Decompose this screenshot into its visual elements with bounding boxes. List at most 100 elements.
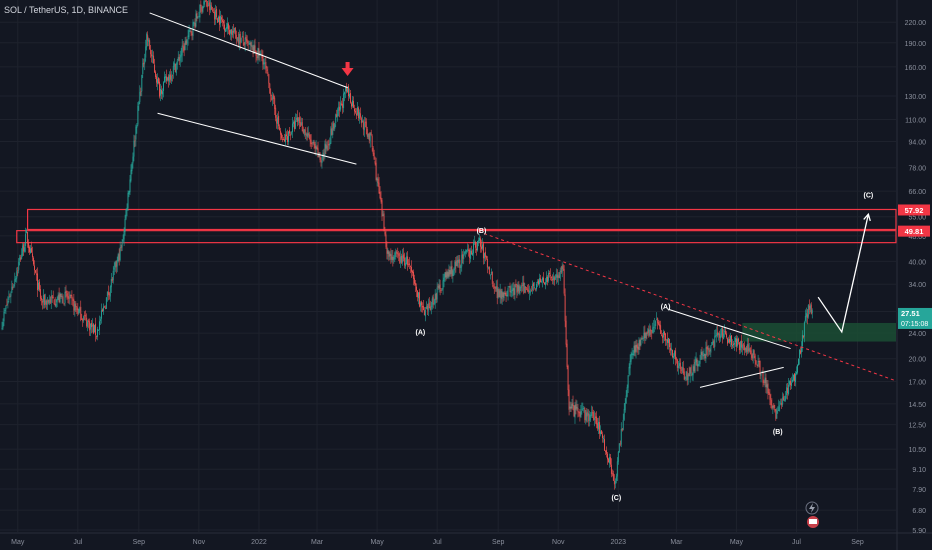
candle [232,24,234,39]
candle [5,305,7,315]
candle-body [620,428,622,445]
candle-body [405,263,407,267]
candle-body [15,277,17,280]
candle-body [751,354,753,358]
candle-body [283,139,285,141]
candle [274,95,276,116]
candle-body [256,56,258,58]
candle [521,282,523,293]
candle [603,435,604,443]
candle [300,117,302,126]
candle [61,292,63,304]
candle [346,82,348,94]
candle [106,291,108,302]
candle-body [383,213,385,232]
candle-body [504,292,506,295]
candle-body [94,325,95,333]
candle-body [708,350,710,352]
candle-body [135,126,137,140]
candle [212,7,214,13]
candle [163,81,164,98]
candle [297,116,299,126]
candle [213,8,215,14]
candle [342,97,344,114]
candle-body [733,343,734,345]
candle-body [250,42,252,46]
candle-body [50,296,52,303]
candle [672,353,674,365]
candle [749,347,751,355]
candle [132,152,134,169]
candle-body [798,349,800,358]
candle-body [789,381,791,385]
candle-body [309,134,311,141]
candle [99,315,100,335]
candle-body [632,354,634,355]
candle-body [334,124,336,130]
candle [47,299,49,305]
candle [155,70,157,79]
candle [310,134,312,150]
candle-body [227,23,228,29]
candle [293,116,295,132]
candle-body [75,303,77,308]
y-tick-label: 66.00 [908,189,926,196]
candle [65,285,67,298]
candle-body [725,330,727,334]
candle-body [472,252,474,255]
candle-body [253,44,255,54]
candle-body [513,288,515,295]
candle [459,255,461,274]
candle [291,116,293,139]
candle [803,320,805,343]
x-tick-label: Mar [670,539,683,546]
candle [355,108,357,120]
candle-body [602,434,603,439]
candle-body [753,350,755,355]
candle [109,285,111,302]
candle-body [800,347,802,353]
candle [715,329,717,338]
x-tick-label: May [730,539,744,546]
candle-body [106,291,108,297]
candle [11,280,13,294]
candle-body [445,272,447,278]
candle [600,425,602,437]
candle [736,335,738,348]
candle-body [282,138,284,140]
candle-body [148,39,150,42]
candle-body [568,389,570,410]
candle [560,265,562,274]
candle [722,326,724,344]
candle-body [331,128,333,135]
candle [780,398,782,405]
candle-body [342,103,344,108]
candle [263,58,265,70]
candle [164,74,166,83]
candle-body [655,320,657,326]
candle [1,321,3,331]
candle-body [649,329,651,335]
candle-body [376,178,378,181]
candle [447,268,449,279]
candle [564,288,566,328]
candle [110,272,112,293]
candle-body [21,254,23,259]
candle-body [284,139,286,142]
candle-body [799,350,801,354]
candle-body [228,30,230,35]
candle [220,10,222,28]
candle-body [78,309,80,313]
candle [442,273,444,295]
candle-body [656,318,658,320]
candle [80,300,82,322]
candle [569,401,571,413]
candle-body [502,292,504,297]
candle [555,268,557,284]
candle-body [25,233,27,247]
candle [561,262,563,278]
candle-body [543,277,544,283]
candle-body [223,21,224,24]
candle-body [230,29,232,35]
